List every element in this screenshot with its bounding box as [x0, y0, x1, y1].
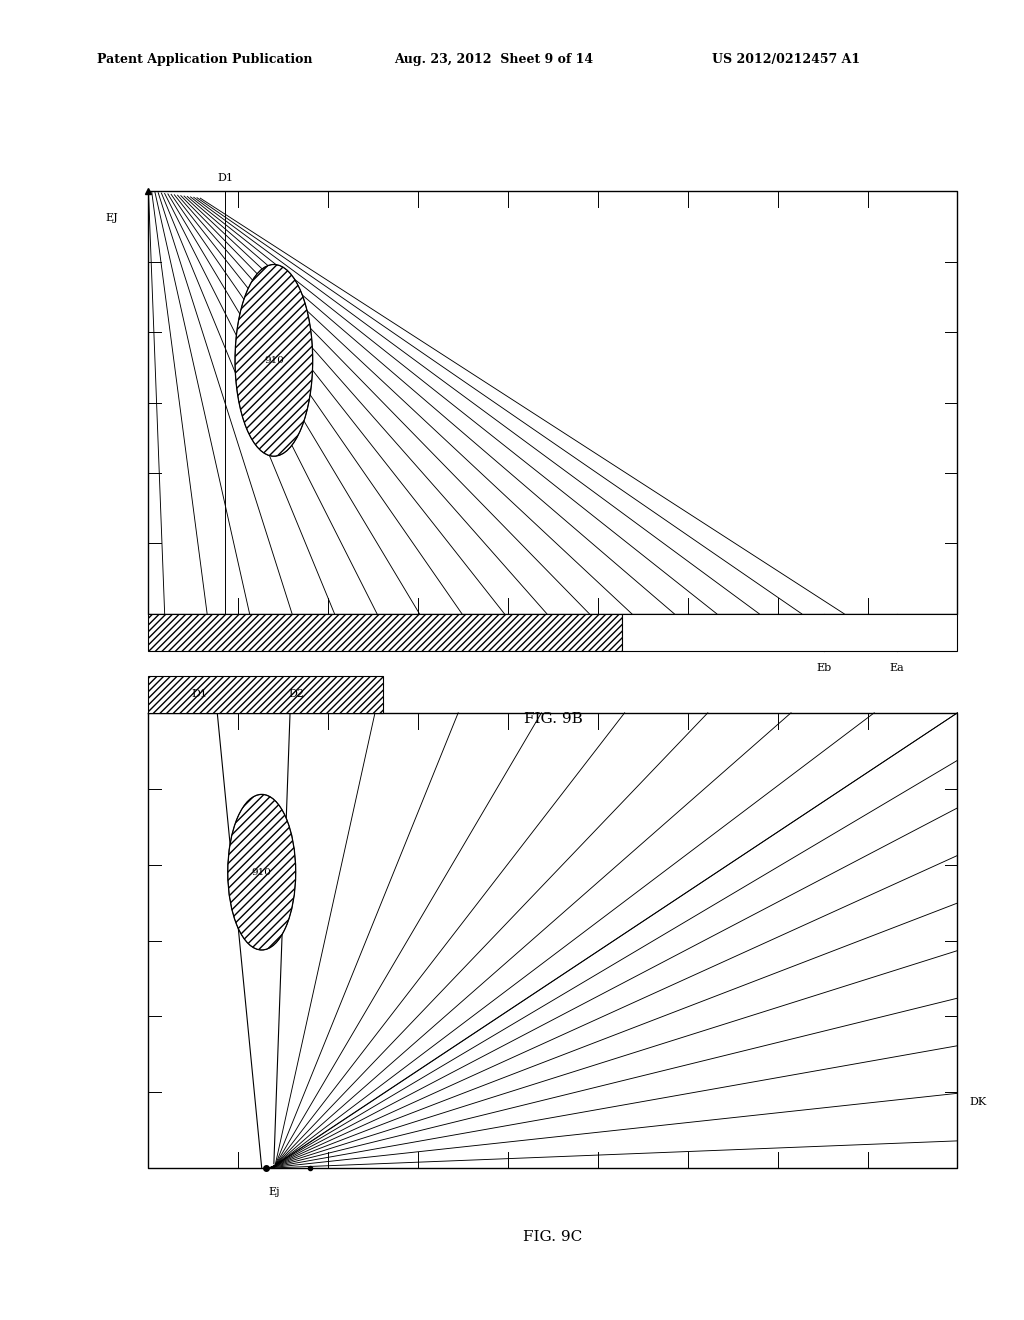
Text: US 2012/0212457 A1: US 2012/0212457 A1	[712, 53, 860, 66]
Text: 910: 910	[252, 867, 271, 876]
Text: DK: DK	[970, 1097, 987, 1107]
Bar	[148, 614, 622, 651]
Text: Ej: Ej	[268, 1187, 280, 1197]
Text: Patent Application Publication: Patent Application Publication	[97, 53, 312, 66]
Text: Eb: Eb	[816, 663, 831, 673]
Ellipse shape	[227, 795, 296, 950]
Text: Aug. 23, 2012  Sheet 9 of 14: Aug. 23, 2012 Sheet 9 of 14	[394, 53, 593, 66]
Text: FIG. 9B: FIG. 9B	[523, 713, 583, 726]
Text: FIG. 9C: FIG. 9C	[523, 1230, 583, 1243]
Bar	[148, 676, 383, 713]
Text: Ea: Ea	[890, 663, 904, 673]
Text: D1: D1	[217, 173, 233, 183]
Text: D1: D1	[191, 689, 208, 700]
Text: 910: 910	[264, 356, 284, 364]
Bar	[622, 614, 957, 651]
Text: EJ: EJ	[105, 213, 118, 223]
Ellipse shape	[236, 264, 312, 457]
Text: D2: D2	[289, 689, 304, 700]
